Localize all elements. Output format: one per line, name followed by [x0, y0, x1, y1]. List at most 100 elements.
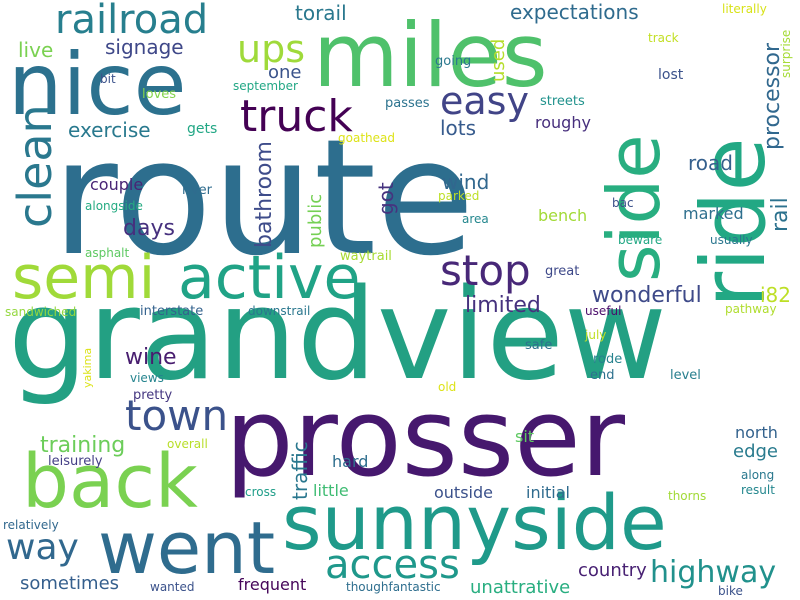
word-great: great	[545, 264, 580, 279]
word-edge: edge	[733, 441, 778, 462]
word-safe: safe	[525, 338, 553, 353]
word-semi: semi	[12, 243, 156, 313]
word-streets: streets	[540, 94, 585, 109]
word-pretty: pretty	[133, 388, 173, 403]
word-cross: cross	[245, 485, 277, 499]
word-truck: truck	[240, 91, 353, 142]
word-stop: stop	[440, 246, 531, 295]
word-nice: nice	[8, 35, 187, 135]
word-river: river	[182, 183, 212, 198]
word-i82: i82	[760, 283, 792, 307]
word-level: level	[670, 368, 701, 383]
word-result: result	[741, 483, 775, 497]
word-roughy: roughy	[535, 113, 591, 132]
word-frequent: frequent	[238, 575, 307, 594]
word-country: country	[578, 560, 647, 581]
word-ups: ups	[237, 27, 306, 71]
word-usually: usually	[710, 233, 753, 247]
word-miles: miles	[313, 4, 548, 107]
word-exercise: exercise	[68, 118, 151, 142]
word-sandwiched: sandwiched	[5, 305, 77, 319]
word-road: road	[688, 151, 733, 175]
word-little: little	[313, 481, 349, 500]
word-end: end	[590, 368, 615, 383]
word-asphalt: asphalt	[85, 246, 130, 260]
word-passes: passes	[385, 96, 430, 111]
word-relatively: relatively	[3, 518, 59, 532]
word-alongside: alongside	[85, 199, 143, 213]
word-track: track	[648, 31, 679, 45]
word-expectations: expectations	[510, 0, 639, 24]
word-used: used	[488, 38, 509, 82]
word-bathroom: bathroom	[252, 141, 277, 248]
word-september: september	[233, 79, 298, 93]
word-grandview: grandview	[8, 261, 667, 408]
word-sunnyside: sunnyside	[282, 478, 667, 567]
word-initial: initial	[526, 483, 570, 502]
word-wine: wine	[125, 345, 177, 370]
word-beware: beware	[618, 233, 663, 247]
word-rail: rail	[768, 197, 793, 232]
word-access: access	[325, 542, 460, 588]
word-area: area	[462, 212, 489, 226]
word-overall: overall	[167, 437, 208, 451]
word-live: live	[18, 38, 54, 62]
word-bac: bac	[612, 196, 634, 210]
word-back: back	[22, 439, 198, 525]
word-pathway: pathway	[725, 302, 777, 316]
word-route: route	[52, 104, 475, 291]
word-couple: couple	[90, 175, 144, 194]
word-sometimes: sometimes	[20, 573, 120, 594]
word-town: town	[125, 391, 229, 440]
word-rode: rode	[593, 352, 623, 367]
word-sit: sit	[515, 427, 535, 446]
word-literally: literally	[722, 2, 767, 16]
word-going: going	[435, 54, 472, 69]
word-side: side	[592, 134, 676, 282]
word-bench: bench	[538, 206, 588, 225]
word-waytrail: waytrail	[340, 249, 392, 264]
word-bike: bike	[718, 584, 743, 598]
word-views: views	[130, 371, 164, 385]
word-railroad: railroad	[55, 0, 209, 43]
word-traffic: traffic	[288, 441, 312, 500]
word-surprise: surprise	[779, 29, 793, 78]
word-marked: marked	[683, 204, 744, 223]
word-leisurely: leisurely	[48, 454, 103, 469]
word-parked: parked	[438, 189, 480, 203]
word-outside: outside	[434, 483, 493, 502]
word-downstrail: downstrail	[248, 304, 311, 318]
word-limited: limited	[465, 293, 541, 318]
word-torail: torail	[295, 1, 347, 25]
word-goathead: goathead	[338, 131, 395, 145]
word-yakima: yakima	[81, 347, 94, 388]
word-wind: wind	[442, 170, 490, 194]
word-lots: lots	[440, 116, 477, 140]
word-went: went	[98, 506, 276, 590]
word-loves: loves	[142, 87, 177, 102]
word-days: days	[123, 216, 175, 241]
word-highway: highway	[650, 555, 777, 590]
word-clean: clean	[8, 104, 62, 228]
word-one: one	[268, 62, 302, 83]
word-training: training	[40, 433, 126, 458]
word-wanted: wanted	[150, 580, 195, 594]
word-old: old	[438, 380, 457, 394]
word-hard: hard	[332, 452, 369, 471]
word-prosser: prosser	[225, 376, 626, 501]
word-gets: gets	[187, 121, 218, 137]
word-lost: lost	[658, 67, 684, 83]
word-easy: easy	[440, 79, 529, 123]
word-public: public	[305, 193, 326, 248]
word-signage: signage	[105, 35, 184, 59]
word-way: way	[6, 527, 79, 568]
word-useful: useful	[585, 304, 622, 318]
word-got: got	[374, 182, 398, 215]
word-thoughfantastic: thoughfantastic	[346, 580, 441, 594]
word-active: active	[178, 243, 361, 313]
word-thorns: thorns	[668, 489, 707, 503]
word-july: july	[585, 328, 607, 342]
word-north: north	[735, 423, 778, 442]
word-unattrative: unattrative	[470, 577, 571, 598]
